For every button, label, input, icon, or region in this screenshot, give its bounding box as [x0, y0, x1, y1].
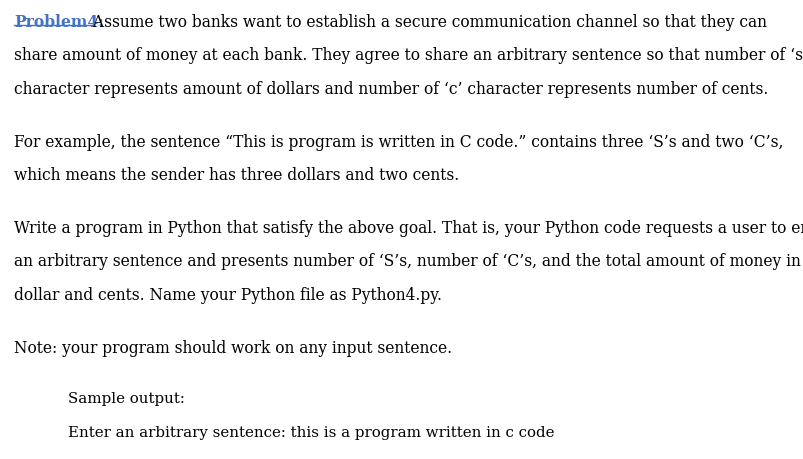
Text: dollar and cents. Name your Python file as Python4.py.: dollar and cents. Name your Python file …: [14, 287, 442, 304]
Text: Write a program in Python that satisfy the above goal. That is, your Python code: Write a program in Python that satisfy t…: [14, 220, 803, 237]
Text: share amount of money at each bank. They agree to share an arbitrary sentence so: share amount of money at each bank. They…: [14, 47, 803, 64]
Text: Note: your program should work on any input sentence.: Note: your program should work on any in…: [14, 340, 452, 357]
Text: character represents amount of dollars and number of ‘c’ character represents nu: character represents amount of dollars a…: [14, 81, 768, 98]
Text: For example, the sentence “This is program is written in C code.” contains three: For example, the sentence “This is progr…: [14, 134, 783, 151]
Text: which means the sender has three dollars and two cents.: which means the sender has three dollars…: [14, 167, 459, 184]
Text: Enter an arbitrary sentence: this is a program written in c code: Enter an arbitrary sentence: this is a p…: [68, 426, 554, 440]
Text: an arbitrary sentence and presents number of ‘S’s, number of ‘C’s, and the total: an arbitrary sentence and presents numbe…: [14, 253, 801, 270]
Text: Problem4:: Problem4:: [14, 14, 104, 31]
Text: Sample output:: Sample output:: [68, 392, 185, 407]
Text: Assume two banks want to establish a secure communication channel so that they c: Assume two banks want to establish a sec…: [88, 14, 767, 31]
